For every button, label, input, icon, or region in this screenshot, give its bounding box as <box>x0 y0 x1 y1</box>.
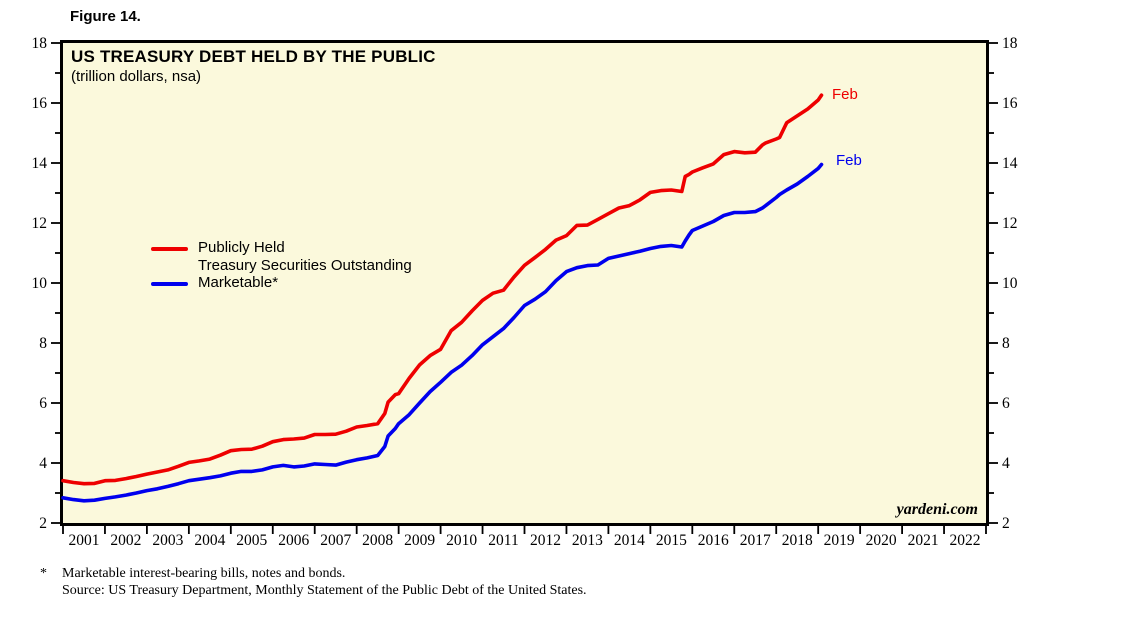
y-axis-label-left: 12 <box>32 215 48 232</box>
chart-title: US TREASURY DEBT HELD BY THE PUBLIC <box>71 47 436 66</box>
y-axis-label-left: 14 <box>32 155 48 172</box>
x-axis-year-label: 2014 <box>614 532 645 549</box>
y-axis-label-left: 10 <box>32 275 48 292</box>
y-axis-label-right: 16 <box>1002 95 1018 112</box>
y-axis-label-right: 8 <box>1002 335 1010 352</box>
x-axis-year-label: 2013 <box>572 532 603 549</box>
y-axis-label-left: 18 <box>32 35 48 52</box>
publicly-held-end-label: Feb <box>832 86 858 103</box>
y-axis-label-left: 16 <box>32 95 48 112</box>
x-axis-year-label: 2022 <box>950 532 981 549</box>
x-axis-year-label: 2008 <box>362 532 393 549</box>
footnote-text: Marketable interest-bearing bills, notes… <box>62 566 346 581</box>
y-axis-label-left: 8 <box>39 335 47 352</box>
watermark: yardeni.com <box>896 501 978 518</box>
y-axis-label-right: 2 <box>1002 515 1010 532</box>
x-axis-year-label: 2002 <box>110 532 141 549</box>
x-axis-year-label: 2011 <box>488 532 518 549</box>
x-axis-year-label: 2019 <box>824 532 855 549</box>
y-axis-label-right: 12 <box>1002 215 1018 232</box>
x-axis-year-label: 2009 <box>404 532 435 549</box>
legend: Publicly Held Treasury Securities Outsta… <box>151 239 412 292</box>
x-axis-year-label: 2007 <box>320 532 351 549</box>
legend-label-publicly-held: Publicly Held <box>198 239 285 256</box>
y-axis-label-right: 18 <box>1002 35 1018 52</box>
x-axis-year-label: 2006 <box>278 532 309 549</box>
y-axis-label-right: 14 <box>1002 155 1018 172</box>
marketable-line <box>61 162 824 503</box>
source-text: Source: US Treasury Department, Monthly … <box>62 582 587 598</box>
x-axis-year-label: 2003 <box>152 532 183 549</box>
footnote-symbol: * <box>40 566 47 581</box>
x-axis-year-label: 2001 <box>68 532 99 549</box>
x-axis-year-label: 2017 <box>740 532 771 549</box>
x-axis-year-label: 2021 <box>908 532 939 549</box>
marketable-legend-swatch <box>151 282 188 286</box>
y-axis-label-right: 4 <box>1002 455 1010 472</box>
y-axis-label-left: 6 <box>39 395 47 412</box>
plot-area <box>60 40 989 526</box>
footnotes: * Marketable interest-bearing bills, not… <box>40 566 587 599</box>
legend-label-marketable: Marketable* <box>198 274 279 291</box>
x-axis-year-label: 2020 <box>866 532 897 549</box>
x-axis-year-label: 2010 <box>446 532 477 549</box>
x-axis-year-label: 2016 <box>698 532 729 549</box>
x-axis-year-label: 2015 <box>656 532 687 549</box>
x-axis-year-label: 2004 <box>194 532 225 549</box>
publicly-held-legend-swatch <box>151 247 188 251</box>
y-axis-label-right: 10 <box>1002 275 1018 292</box>
figure-label: Figure 14. <box>70 8 141 25</box>
x-axis-year-label: 2005 <box>236 532 267 549</box>
legend-label-publicly-held-line2: Treasury Securities Outstanding <box>198 256 412 274</box>
x-axis-year-label: 2018 <box>782 532 813 549</box>
y-axis-label-left: 4 <box>39 455 47 472</box>
y-axis-label-left: 2 <box>39 515 47 532</box>
x-axis-year-label: 2012 <box>530 532 561 549</box>
publicly-held-line <box>61 93 824 486</box>
chart-subtitle: (trillion dollars, nsa) <box>71 68 202 85</box>
y-axis-label-right: 6 <box>1002 395 1010 412</box>
marketable-end-label: Feb <box>836 152 862 169</box>
